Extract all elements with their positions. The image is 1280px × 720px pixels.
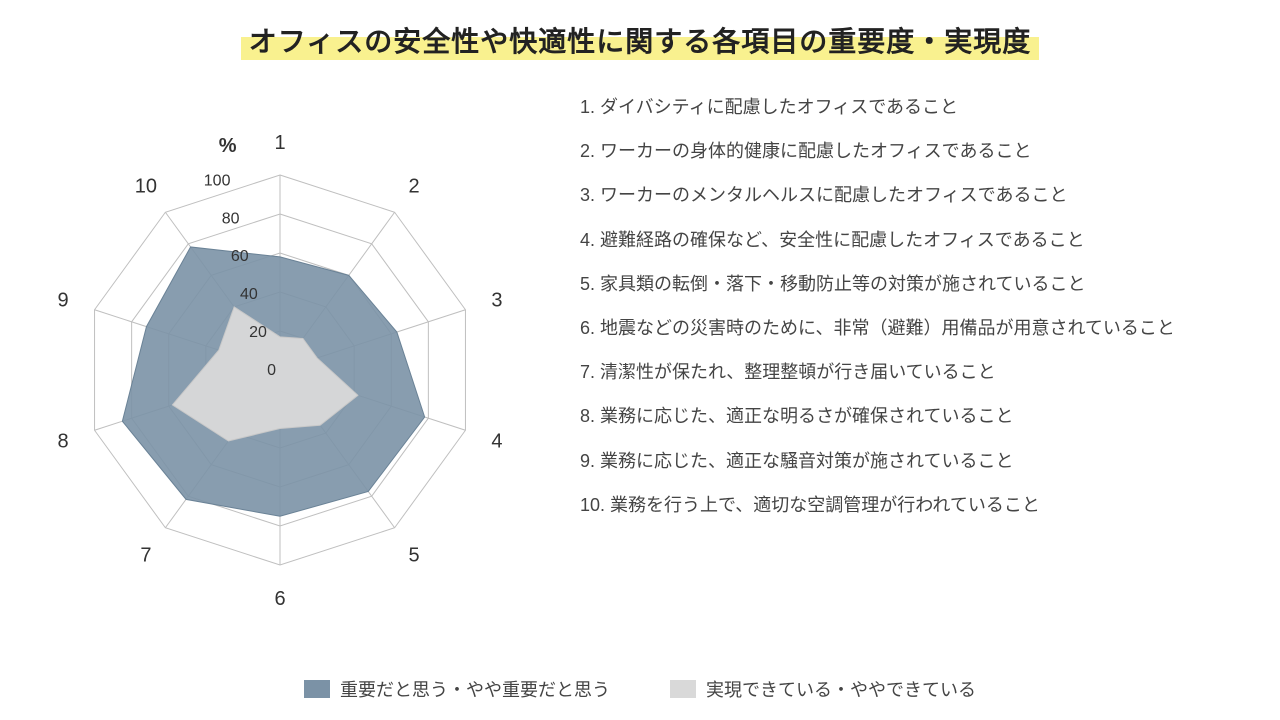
svg-text:1: 1 (274, 132, 285, 154)
radar-chart-container: 0 20 40 60 80 100% 1 2 3 4 5 6 7 8 9 10 (0, 60, 580, 620)
svg-text:9: 9 (57, 289, 68, 311)
svg-text:20: 20 (249, 324, 267, 341)
svg-text:2: 2 (409, 175, 420, 197)
legend-item-realization: 実現できている・ややできている (670, 676, 976, 702)
list-item: 4. 避難経路の確保など、安全性に配慮したオフィスであること (580, 228, 1270, 253)
svg-text:0: 0 (267, 362, 276, 379)
svg-text:7: 7 (140, 545, 151, 567)
svg-text:8: 8 (57, 431, 68, 453)
list-item: 6. 地震などの災害時のために、非常（避難）用備品が用意されていること (580, 316, 1270, 341)
list-item: 2. ワーカーの身体的健康に配慮したオフィスであること (580, 139, 1270, 164)
list-item: 1. ダイバシティに配慮したオフィスであること (580, 95, 1270, 120)
svg-text:%: % (219, 135, 237, 157)
page-title: オフィスの安全性や快適性に関する各項目の重要度・実現度 (241, 18, 1039, 60)
list-item: 8. 業務に応じた、適正な明るさが確保されていること (580, 404, 1270, 429)
legend-label: 重要だと思う・やや重要だと思う (340, 676, 610, 702)
list-item: 5. 家具類の転倒・落下・移動防止等の対策が施されていること (580, 272, 1270, 297)
svg-text:3: 3 (491, 289, 502, 311)
item-list: 1. ダイバシティに配慮したオフィスであること 2. ワーカーの身体的健康に配慮し… (580, 60, 1280, 620)
legend: 重要だと思う・やや重要だと思う 実現できている・ややできている (0, 676, 1280, 702)
svg-text:10: 10 (135, 175, 157, 197)
radar-chart: 0 20 40 60 80 100% 1 2 3 4 5 6 7 8 9 10 (0, 60, 580, 640)
svg-text:80: 80 (222, 210, 240, 227)
svg-text:40: 40 (240, 286, 258, 303)
svg-text:60: 60 (231, 248, 249, 265)
list-item: 7. 清潔性が保たれ、整理整頓が行き届いていること (580, 360, 1270, 385)
svg-text:100: 100 (204, 172, 231, 189)
legend-label: 実現できている・ややできている (706, 676, 976, 702)
list-item: 3. ワーカーのメンタルヘルスに配慮したオフィスであること (580, 183, 1270, 208)
legend-item-importance: 重要だと思う・やや重要だと思う (304, 676, 610, 702)
svg-text:6: 6 (274, 588, 285, 610)
svg-text:4: 4 (491, 431, 502, 453)
swatch-icon (670, 680, 696, 698)
svg-text:5: 5 (409, 545, 420, 567)
swatch-icon (304, 680, 330, 698)
list-item: 10. 業務を行う上で、適切な空調管理が行われていること (580, 493, 1270, 518)
list-item: 9. 業務に応じた、適正な騒音対策が施されていること (580, 449, 1270, 474)
